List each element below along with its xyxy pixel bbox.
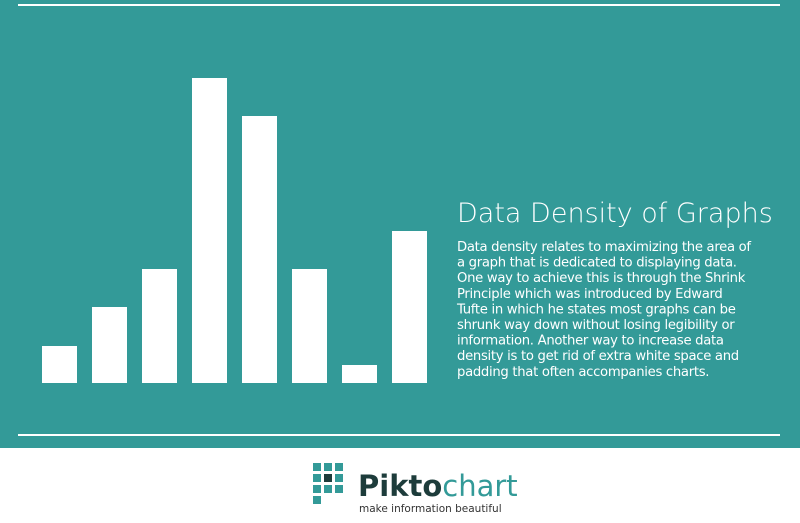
bar [92,307,127,383]
text-line: Principle which was introduced by Edward [457,287,723,302]
logo-icon [313,463,343,504]
bar [392,231,427,383]
description: Data density relates to maximizing the a… [456,240,752,380]
text-line: information. Another way to increase dat… [457,334,724,349]
text-line: One way to achieve this is through the S… [457,271,746,286]
text-line: Tufte in which he states most graphs can… [456,302,736,317]
text-line: padding that often accompanies charts. [457,365,709,380]
bar [342,365,377,383]
text-line: a graph that is dedicated to displaying … [457,256,737,271]
tagline: make information beautiful [359,503,502,515]
text-line: shrunk way down without losing legibilit… [457,318,735,333]
brand-bold: Pikto [358,469,442,503]
bar [292,269,327,383]
brand-light: chart [442,469,517,503]
text-line: Data density relates to maximizing the a… [457,240,751,255]
bar [42,346,77,383]
text-line: density is to get rid of extra white spa… [457,349,739,364]
bar [192,78,227,383]
bar [242,116,277,383]
brand: Piktochart [358,469,518,503]
chart-title: Data Density of Graphs [457,198,773,229]
bar [142,269,177,383]
